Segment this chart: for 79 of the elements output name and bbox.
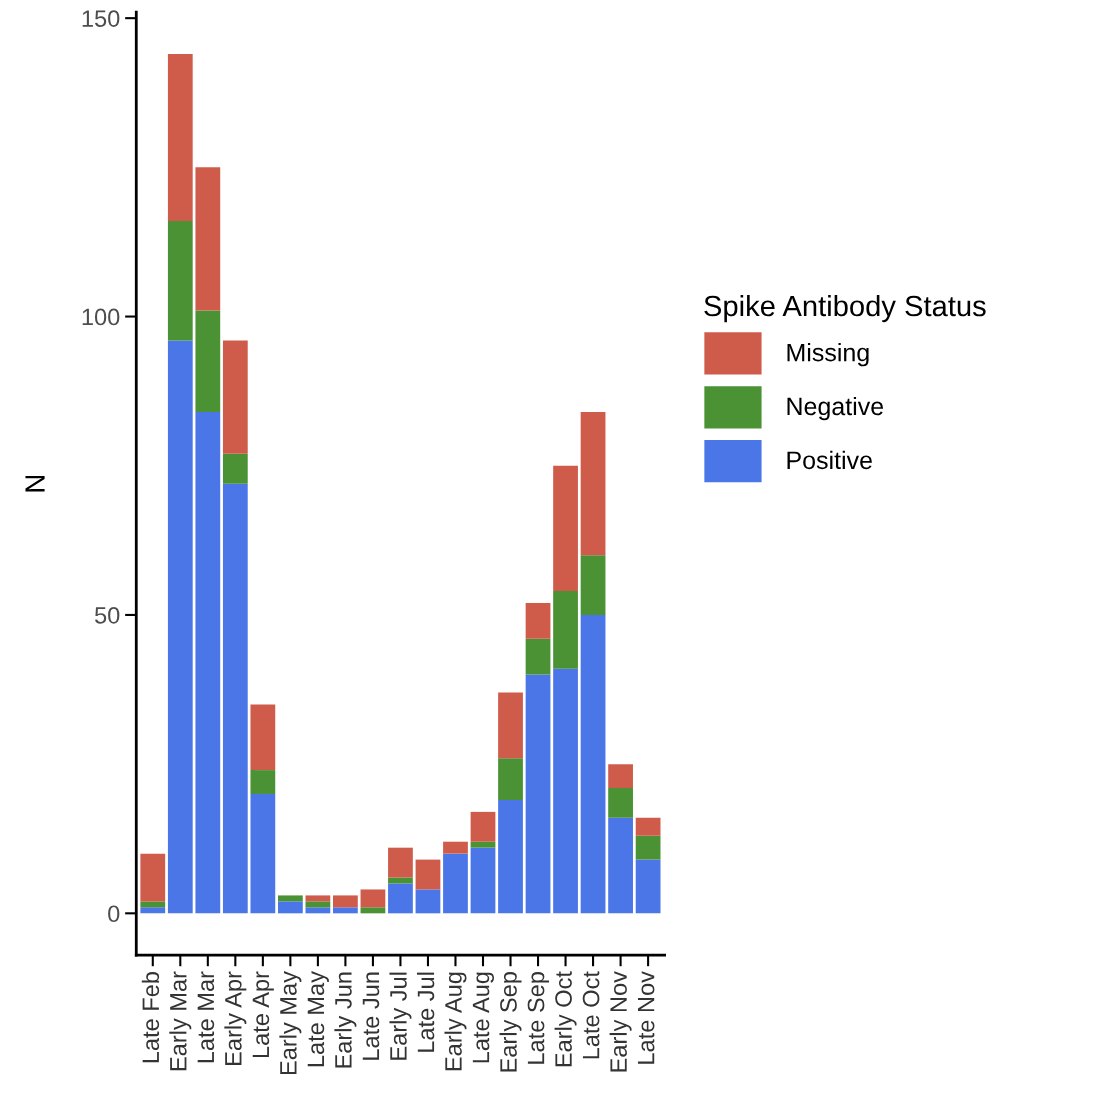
bar [333,907,358,914]
bar [277,895,303,902]
bar [305,895,331,902]
bar [525,674,551,914]
bar [498,692,523,759]
x-tick-label: Late Oct [582,971,600,1059]
bar [580,412,606,556]
x-tick-label: Early Aug [444,972,467,1071]
x-tick-label: Late Mar [197,971,215,1063]
x-tick-label: Early Jul [389,972,412,1060]
bar [608,788,633,818]
x-tick-label: Early Apr [224,971,247,1065]
bar [415,859,441,890]
x-tick-label: Early Jun [334,972,357,1068]
y-tick-label: 150 [82,10,120,27]
bar [443,853,468,914]
x-tick-label: Late Jul [416,972,435,1052]
bar [195,412,221,914]
bar [167,221,193,341]
bar [415,889,441,914]
bar [580,555,606,615]
legend-title: Spike Antibody Status [704,294,986,323]
y-tick-label: 100 [82,308,120,326]
bar [195,167,221,311]
bar [250,704,276,771]
bar [333,895,358,908]
bar [222,453,248,484]
bar [305,907,331,914]
bar [250,793,276,914]
y-tick-label: 50 [94,607,120,624]
bar [250,770,276,794]
x-tick-label: Early Nov [609,971,632,1072]
x-tick-label: Late Sep [527,972,550,1064]
bar [140,907,166,914]
bar [222,483,248,914]
bar [443,841,468,854]
x-tick-label: Early Sep [499,972,522,1072]
bar [608,764,633,788]
x-tick-label: Late Feb [141,972,160,1063]
bar [498,799,523,914]
x-tick-label: Late May [307,971,329,1067]
bar [525,638,551,675]
bar [635,835,661,860]
legend-label: Missing [787,343,869,367]
bar [525,603,551,639]
x-tick-label: Early Oct [554,971,577,1067]
bar [167,340,193,914]
bar [470,811,496,842]
bar [140,901,166,908]
bar [140,853,166,902]
bar [580,614,606,914]
x-tick-label: Late Aug [472,972,494,1063]
bar [498,758,523,800]
bar [360,907,386,914]
legend-label: Negative [787,396,884,421]
bar [388,883,413,914]
bar [222,340,248,454]
bar [305,901,331,908]
bar [635,817,661,836]
bar [167,53,193,222]
bar [553,668,578,914]
x-tick-label: Early Mar [169,971,192,1071]
x-tick-label: Early May [279,971,302,1075]
legend-label: Positive [787,450,872,470]
x-tick-label: Late Apr [252,971,274,1058]
bar [277,901,303,914]
bar [388,847,413,878]
bar [360,889,386,908]
bar [470,847,496,914]
bar [195,310,221,413]
y-axis-title: N [25,475,45,492]
bar [608,817,633,914]
x-tick-label: Late Nov [637,971,655,1064]
bar [553,591,578,669]
bar [470,841,496,848]
bar [635,859,661,914]
x-tick-label: Late Jun [362,972,380,1060]
y-tick-label: 0 [108,905,120,923]
bar [553,465,578,592]
